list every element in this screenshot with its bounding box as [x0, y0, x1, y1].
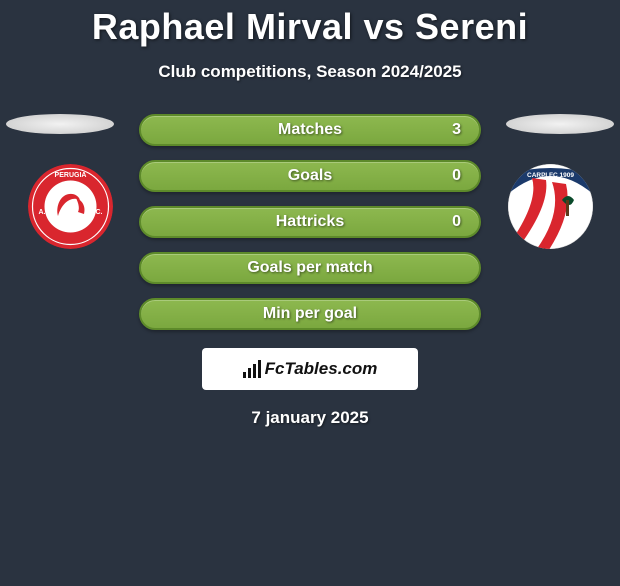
bars-icon [243, 360, 261, 378]
stat-label: Goals per match [247, 259, 372, 277]
stat-pill-hattricks: Hattricks 0 [139, 206, 481, 238]
stat-pill-goals: Goals 0 [139, 160, 481, 192]
stat-pill-goals-per-match: Goals per match [139, 252, 481, 284]
club-crest-left: PERUGIA A. C. [20, 164, 120, 249]
stat-label: Matches [278, 121, 342, 139]
svg-text:PERUGIA: PERUGIA [54, 172, 86, 179]
fctables-badge: FcTables.com [202, 348, 418, 390]
svg-text:CARPI FC 1909: CARPI FC 1909 [527, 172, 574, 179]
stat-label: Goals [288, 167, 332, 185]
crest-right-icon: CARPI FC 1909 [508, 164, 593, 249]
svg-text:A.: A. [38, 209, 45, 216]
player-shadow-left [6, 114, 114, 134]
svg-text:C.: C. [95, 209, 102, 216]
stats-area: PERUGIA A. C. CARPI FC 1909 Matches [0, 114, 620, 428]
subtitle: Club competitions, Season 2024/2025 [0, 62, 620, 82]
stat-value: 0 [452, 213, 461, 231]
page-title: Raphael Mirval vs Sereni [0, 6, 620, 48]
crest-left-icon: PERUGIA A. C. [28, 164, 113, 249]
date-label: 7 january 2025 [0, 408, 620, 428]
club-crest-right: CARPI FC 1909 [500, 164, 600, 249]
stat-value: 0 [452, 167, 461, 185]
fctables-label: FcTables.com [265, 359, 378, 379]
stat-pill-matches: Matches 3 [139, 114, 481, 146]
stat-label: Min per goal [263, 305, 357, 323]
player-shadow-right [506, 114, 614, 134]
stat-value: 3 [452, 121, 461, 139]
stat-label: Hattricks [276, 213, 344, 231]
stat-pill-min-per-goal: Min per goal [139, 298, 481, 330]
